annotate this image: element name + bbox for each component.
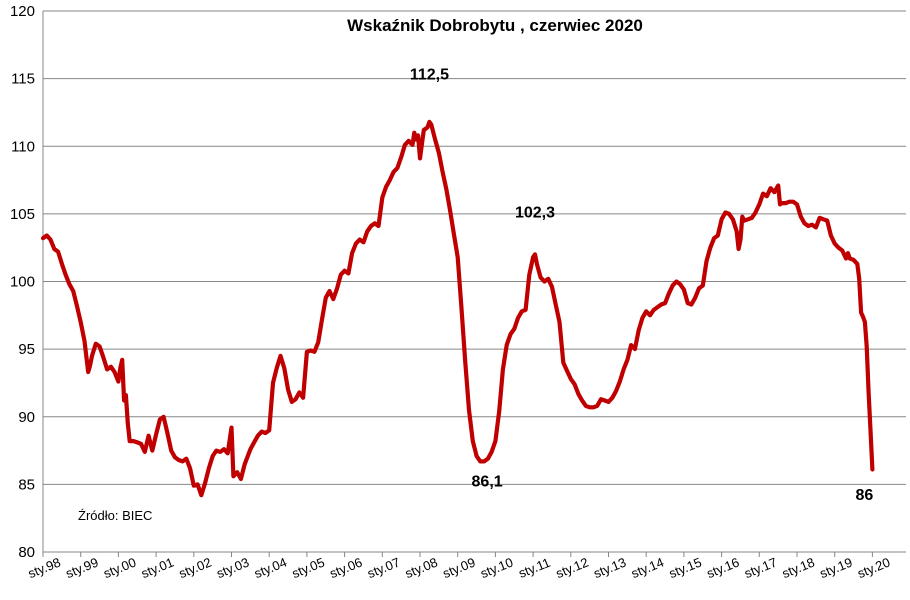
x-tick-label: sty.10 bbox=[478, 555, 515, 582]
chart-title: Wskaźnik Dobrobytu , czerwiec 2020 bbox=[347, 16, 643, 35]
y-tick-label: 110 bbox=[11, 138, 35, 155]
x-tick-label: sty.13 bbox=[591, 555, 628, 582]
grid bbox=[42, 10, 906, 553]
y-tick-label: 95 bbox=[18, 341, 35, 358]
x-tick-label: sty.00 bbox=[101, 555, 138, 582]
annotations: 112,5 102,3 86,1 86 bbox=[410, 66, 874, 503]
x-tick-label: sty.04 bbox=[252, 555, 289, 582]
source-note: Źródło: BIEC bbox=[78, 508, 152, 523]
x-tick-label: sty.12 bbox=[554, 555, 591, 582]
x-tick-label: sty.02 bbox=[177, 555, 214, 582]
series-line bbox=[40, 119, 875, 498]
y-tick-label: 85 bbox=[18, 476, 35, 493]
x-tick-label: sty.18 bbox=[780, 555, 817, 582]
y-tick-label: 80 bbox=[18, 544, 35, 561]
y-tick-label: 115 bbox=[11, 71, 35, 88]
y-tick-label: 105 bbox=[10, 206, 35, 223]
y-tick-label: 100 bbox=[10, 274, 35, 291]
data-label: 86,1 bbox=[472, 473, 503, 490]
data-label: 102,3 bbox=[515, 204, 555, 221]
x-tick-label: sty.08 bbox=[403, 555, 440, 582]
x-tick-label: sty.20 bbox=[855, 555, 892, 582]
x-tick-label: sty.03 bbox=[214, 555, 251, 582]
x-tick-label: sty.16 bbox=[704, 555, 741, 582]
x-tick-label: sty.01 bbox=[139, 555, 176, 582]
x-tick-label: sty.19 bbox=[818, 555, 855, 582]
y-axis-ticks: 80 85 90 95 100 105 110 115 120 bbox=[10, 3, 35, 561]
x-tick-label: sty.17 bbox=[742, 555, 779, 582]
y-tick-label: 90 bbox=[18, 409, 35, 426]
series-layer bbox=[40, 119, 875, 498]
x-tick-label: sty.11 bbox=[516, 555, 552, 581]
y-tick-label: 120 bbox=[10, 3, 35, 20]
data-label: 112,5 bbox=[410, 66, 449, 83]
x-tick-label: sty.09 bbox=[441, 555, 478, 582]
x-tick-label: sty.06 bbox=[327, 555, 364, 582]
data-label: 86 bbox=[856, 487, 874, 504]
x-axis-ticks: sty.98 sty.99 sty.00 sty.01 sty.02 sty.03 sty.… bbox=[26, 552, 892, 581]
x-tick-label: sty.07 bbox=[365, 555, 402, 582]
x-tick-label: sty.14 bbox=[629, 555, 666, 582]
x-tick-label: sty.15 bbox=[667, 555, 704, 582]
x-tick-label: sty.99 bbox=[64, 555, 101, 582]
x-tick-label: sty.05 bbox=[290, 555, 327, 582]
